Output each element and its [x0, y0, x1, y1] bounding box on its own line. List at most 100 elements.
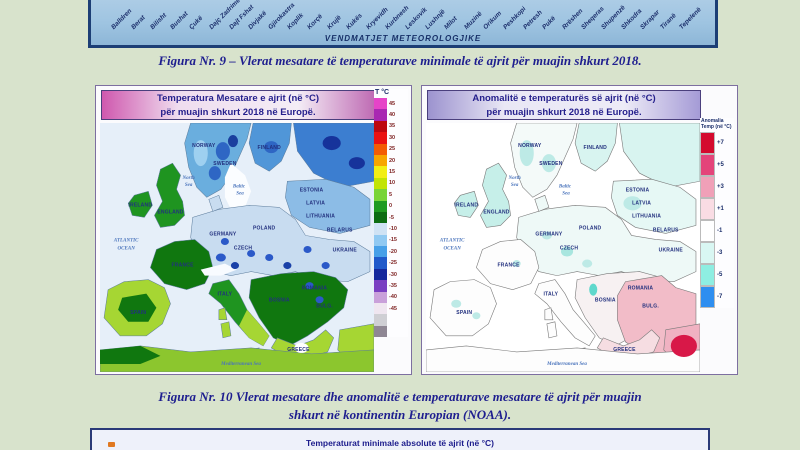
station-label: Koplik [286, 11, 306, 31]
country-label: UKRAINE [333, 248, 358, 254]
legend-cell: -5 [700, 264, 734, 286]
legend-cell: +3 [700, 176, 734, 198]
temperature-legend: T °C 45 40 35 30 25 20 15 10 5 0 -5 -10 -15 -20 -25 -30… [374, 89, 408, 338]
legend-cell: +1 [700, 198, 734, 220]
country-label: LITHUANIA [632, 213, 661, 219]
maps-row: Temperatura Mesatare e ajrit (në °C) për… [95, 85, 738, 375]
legend-cell: 45 [374, 98, 408, 110]
country-label: NORWAY [192, 143, 216, 149]
legend-swatch [700, 264, 715, 286]
anomaly-legend-title-line2: Temp (në °C) [701, 124, 732, 130]
country-label: NORWAY [518, 143, 542, 149]
legend-swatch [374, 109, 387, 121]
legend-value: -10 [389, 225, 397, 232]
legend-cell: -1 [700, 220, 734, 242]
country-label: FINLAND [584, 145, 608, 151]
legend-cell: -35 [374, 280, 408, 292]
legend-swatch [374, 223, 387, 235]
country-label: LATVIA [632, 200, 651, 206]
station-label: Çukë [188, 14, 205, 31]
legend-swatch [700, 242, 715, 264]
sea-label: Mediterranean Sea [546, 362, 587, 367]
legend-cell: -3 [700, 242, 734, 264]
legend-swatch [374, 211, 387, 224]
temperature-map-title: Temperatura Mesatare e ajrit (në °C) për… [101, 90, 375, 120]
bottom-chart-title: Temperaturat minimale absolute të ajrit … [306, 438, 494, 448]
legend-swatch [374, 98, 387, 110]
country-label: IRELAND [454, 202, 478, 208]
country-label: BOSNIA [595, 298, 616, 304]
legend-swatch [700, 198, 715, 220]
legend-swatch [700, 132, 715, 154]
legend-value: -30 [389, 271, 397, 278]
country-label: ROMANIA [302, 286, 328, 292]
station-label: Bushat [168, 10, 190, 32]
legend-swatch [700, 154, 715, 176]
legend-swatch [374, 166, 387, 178]
bottom-chart-legend-mark [108, 442, 115, 447]
legend-swatch [374, 314, 387, 326]
sea-label: OCEAN [118, 247, 136, 252]
sea-label: Baltic [558, 184, 572, 189]
legend-cell: 30 [374, 132, 408, 144]
country-label: GERMANY [209, 231, 237, 237]
figure-10-caption: Figura Nr. 10 Vlerat mesatare dhe anomal… [60, 388, 740, 424]
anomaly-map-title-line1: Anomalitë e temperaturës së ajrit (në °C… [472, 93, 656, 104]
legend-cell: -40 [374, 291, 408, 304]
country-label: GREECE [613, 347, 636, 353]
station-label: Korçë [306, 13, 325, 31]
sea-label: North [508, 176, 521, 181]
country-label: ENGLAND [483, 209, 509, 215]
legend-right-cells: +7 +5 +3 +1 -1 -3 -5 -7 [700, 132, 734, 308]
country-label: FRANCE [498, 263, 521, 269]
legend-cell: 0 [374, 200, 408, 212]
legend-value: -35 [389, 282, 397, 289]
legend-cell: -5 [374, 211, 408, 224]
legend-value: +7 [717, 140, 724, 146]
legend-value: -3 [717, 250, 723, 256]
country-label: BULG. [642, 304, 659, 310]
legend-swatch [374, 120, 387, 133]
sea-label: ATLANTIC [113, 238, 139, 243]
legend-value: -15 [389, 237, 397, 244]
legend-cell: -25 [374, 257, 408, 269]
sea-label: Sea [236, 191, 244, 196]
legend-value: 45 [389, 100, 396, 107]
country-label: ESTONIA [300, 187, 324, 193]
legend-value: 20 [389, 157, 396, 164]
legend-swatch [374, 280, 387, 292]
anomaly-legend-title-line1: Anomalia [701, 118, 724, 124]
legend-swatch [700, 220, 715, 242]
legend-swatch [374, 143, 387, 155]
legend-value: -7 [717, 294, 723, 300]
legend-swatch [374, 257, 387, 269]
country-label: POLAND [579, 225, 602, 231]
temperature-legend-title: T °C [375, 89, 390, 96]
anomaly-map-title-line2: për muajin shkurt 2018 në Europë. [486, 107, 642, 118]
country-label: FRANCE [172, 263, 195, 269]
country-label: GREECE [287, 347, 310, 353]
legend-value: 5 [389, 191, 393, 198]
legend-value: 35 [389, 123, 396, 130]
station-label: Orikum [482, 9, 504, 31]
legend-cell: -7 [700, 286, 734, 308]
legend-cell: 25 [374, 143, 408, 155]
sea-label: Mediterranean Sea [220, 362, 261, 367]
legend-cell: 40 [374, 109, 408, 121]
country-label: GERMANY [535, 231, 563, 237]
legend-cell: -45 [374, 303, 408, 315]
country-label: CZECH [560, 246, 578, 252]
top-chart-axis-title: VENDMATJET METEOROLOGJIKE [324, 34, 482, 43]
legend-cell: -30 [374, 268, 408, 281]
country-label: ENGLAND [157, 209, 183, 215]
map-left-svg: NORWAY SWEDEN FINLAND North Sea ESTONIA LATVIA… [100, 123, 374, 372]
country-label: LITHUANIA [306, 213, 335, 219]
legend-value: 40 [389, 112, 396, 119]
sea-label: Baltic [232, 184, 246, 189]
legend-value: 15 [389, 169, 396, 176]
country-label: SPAIN [456, 310, 472, 316]
legend-cell: 15 [374, 166, 408, 178]
top-chart-strip: Balldren Berat Bilisht Bushat Çukë Dajç Zadri… [88, 0, 718, 48]
country-label: ESTONIA [626, 187, 650, 193]
